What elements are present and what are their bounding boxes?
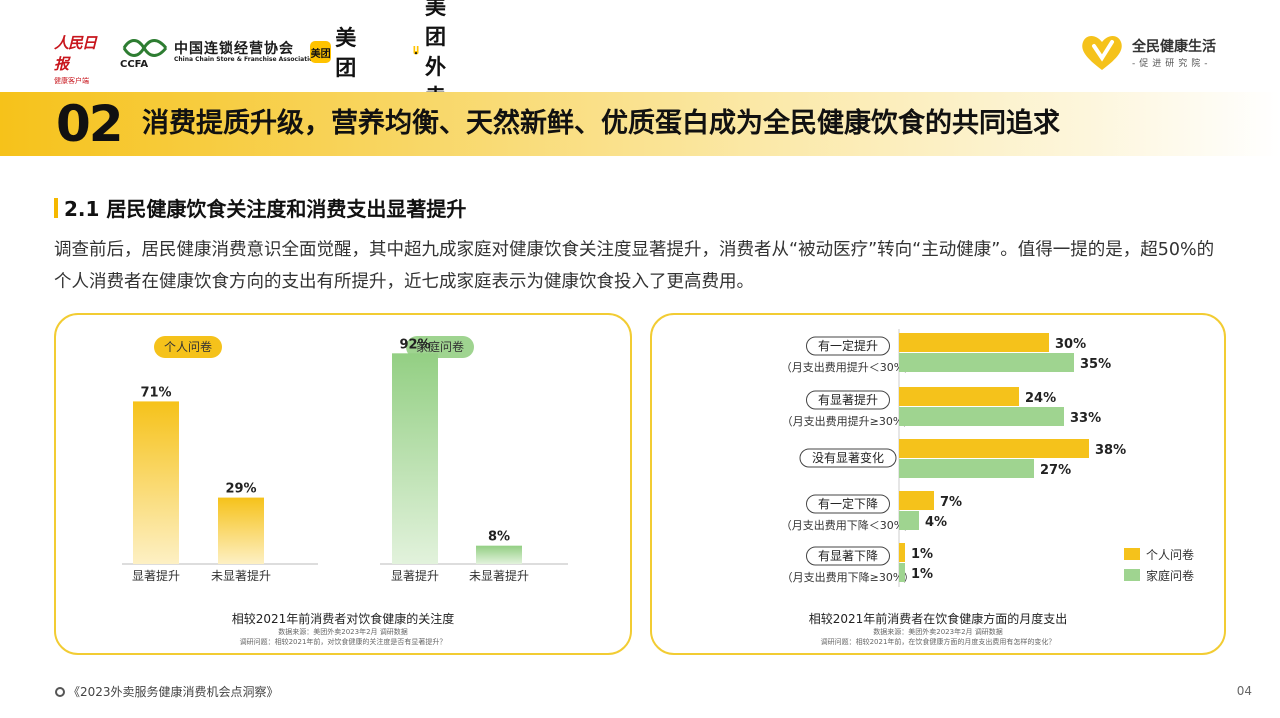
health-institute-title: 全民健康生活 [1132, 39, 1216, 55]
bar-value-label: 7% [940, 495, 962, 510]
page-number: 04 [1236, 684, 1252, 698]
category-pill [806, 546, 890, 566]
category-sublabel: （月支出费用下降≥30%） [782, 570, 915, 584]
bar-value-label: 92% [399, 337, 430, 352]
bar-value-label: 8% [488, 530, 510, 545]
category-label: 有一定下降 [818, 496, 878, 511]
category-label: 显著提升 [132, 568, 180, 583]
attention-chart-title: 相较2021年前消费者对饮食健康的关注度 [231, 612, 455, 626]
legend-label-0: 个人问卷 [1146, 547, 1194, 562]
legend-swatch-0 [1124, 548, 1140, 560]
bar-family-0 [392, 353, 438, 564]
category-pill [806, 390, 890, 410]
ccfa-mark-icon: CCFA [120, 39, 168, 68]
category-label: 有一定提升 [818, 338, 878, 353]
bar-value-label: 24% [1025, 391, 1056, 406]
meituan-logo: 美团 美团 [310, 26, 365, 80]
category-pill [799, 448, 897, 468]
section-paragraph: 调查前后，居民健康消费意识全面觉醒，其中超九成家庭对健康饮食关注度显著提升，消费… [54, 240, 1215, 292]
category-sublabel: （月支出费用下降＜30%） [781, 518, 915, 532]
category-pill [806, 494, 890, 514]
bar-family-2 [899, 459, 1034, 478]
chapter-title: 消费提质升级，营养均衡、天然新鲜、优质蛋白成为全民健康饮食的共同追求 [142, 108, 1060, 139]
category-sublabel: （月支出费用提升＜30%） [781, 360, 915, 374]
bar-value-label: 35% [1080, 357, 1111, 372]
bar-family-1 [899, 407, 1064, 426]
bar-value-label: 71% [140, 385, 171, 400]
spending-chart: 有一定提升 （月支出费用提升＜30%） 30% 35% 有显著提升 （月支出费用提升≥30… [781, 329, 1194, 587]
bar-family-3 [899, 511, 919, 530]
footer: 《2023外卖服务健康消费机会点洞察》 [55, 683, 279, 700]
category-pill [806, 336, 890, 356]
title-band: 02 消费提质升级，营养均衡、天然新鲜、优质蛋白成为全民健康饮食的共同追求 [0, 92, 1280, 156]
attention-chart-source: 数据来源：美团外卖2023年2月 调研数据 [278, 628, 408, 636]
bar-personal-0 [133, 401, 179, 564]
bar-value-label: 27% [1040, 463, 1071, 478]
bar-personal-3 [899, 491, 934, 510]
bar-personal-0 [899, 333, 1049, 352]
bar-family-4 [899, 563, 905, 582]
category-label: 有显著下降 [818, 549, 878, 563]
bar-value-label: 30% [1055, 337, 1086, 352]
ccfa-logo-cn: 中国连锁经营协会 [174, 41, 294, 57]
category-sublabel: （月支出费用提升≥30%） [782, 414, 915, 428]
health-institute-logo: 全民健康生活 -促进研究院- [1080, 32, 1230, 72]
heart-icon [1082, 36, 1122, 70]
meituan-logo-text: 美团 [335, 26, 357, 80]
spending-chart-title: 相较2021年前消费者在饮食健康方面的月度支出 [808, 612, 1068, 626]
bar-value-label: 33% [1070, 411, 1101, 426]
footer-circle-icon [55, 687, 65, 697]
spending-chart-source: 数据来源：美团外卖2023年2月 调研数据 [873, 628, 1003, 636]
ccfa-logo-en: China Chain Store & Franchise Associatio… [174, 56, 318, 63]
attention-chart-panel: 个人问卷 家庭问卷 71% 显著提升 29% 未显著提升 92% 显著提升 8% 未显著提升 … [54, 313, 632, 655]
bar-value-label: 1% [911, 547, 933, 562]
section-marker [54, 198, 58, 218]
category-label: 显著提升 [391, 568, 439, 583]
bar-family-1 [476, 545, 522, 564]
rmrb-logo-name: 人民日报 [54, 34, 97, 73]
ccfa-mark-text: CCFA [120, 59, 148, 68]
attention-chart-question: 调研问题：相较2021年前，对饮食健康的关注度是否有显著提升？ [239, 638, 447, 646]
spending-chart-panel: 有一定提升 （月支出费用提升＜30%） 30% 35% 有显著提升 （月支出费用提升≥30… [650, 313, 1226, 655]
legend-label-1: 家庭问卷 [1146, 568, 1194, 583]
bar-personal-1 [218, 497, 264, 564]
spending-chart-question: 调研问题：相较2021年前，在饮食健康方面的月度支出费用有怎样的变化？ [820, 638, 1056, 646]
attention-chart: 71% 显著提升 29% 未显著提升 92% 显著提升 8% 未显著提升 [122, 337, 568, 583]
section-title: 2.1 居民健康饮食关注度和消费支出显著提升 [64, 197, 467, 221]
bar-personal-2 [899, 439, 1089, 458]
category-label: 有显著提升 [818, 392, 878, 407]
bar-value-label: 4% [925, 515, 947, 530]
legend-swatch-1 [1124, 569, 1140, 581]
ccfa-logo: CCFA 中国连锁经营协会 China Chain Store & Franch… [120, 36, 356, 70]
bar-value-label: 1% [911, 567, 933, 582]
group-pill-personal: 个人问卷 [154, 336, 223, 358]
bar-value-label: 38% [1095, 443, 1126, 458]
category-label: 没有显著变化 [812, 450, 884, 465]
kangaroo-icon [413, 46, 419, 55]
chapter-number: 02 [56, 95, 124, 153]
footer-text: 《2023外卖服务健康消费机会点洞察》 [68, 685, 279, 699]
bar-personal-1 [899, 387, 1019, 406]
bar-personal-4 [899, 543, 905, 562]
meituan-waimai-logo: 美团外卖 [411, 0, 460, 109]
rmrb-logo: 人民日报 健康客户端 [54, 32, 108, 86]
category-label: 未显著提升 [469, 568, 529, 583]
group-pill-family: 家庭问卷 [406, 336, 475, 358]
bar-family-0 [899, 353, 1074, 372]
category-label: 未显著提升 [211, 568, 271, 583]
health-institute-sub: -促进研究院- [1132, 59, 1212, 69]
meituan-badge: 美团 [310, 41, 332, 63]
bar-value-label: 29% [225, 482, 256, 497]
rmrb-logo-sub: 健康客户端 [54, 77, 89, 85]
